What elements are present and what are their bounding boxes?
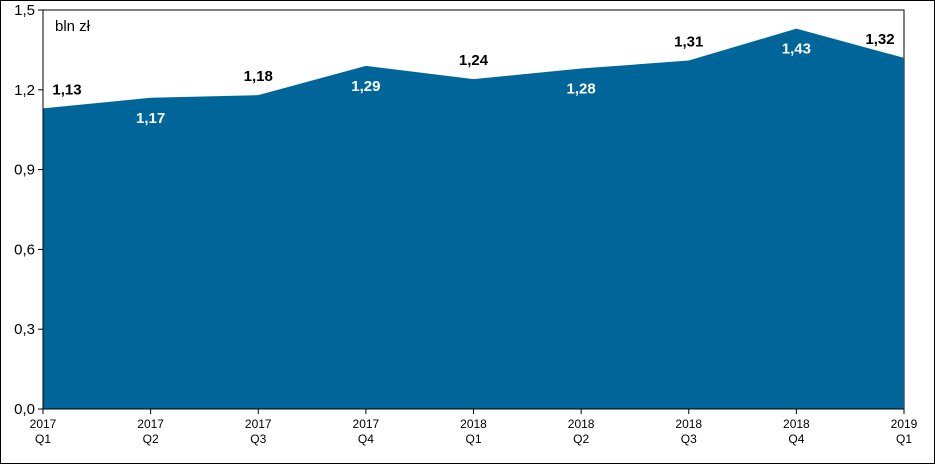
data-label: 1,43 (782, 41, 811, 58)
data-label: 1,13 (52, 81, 81, 98)
data-labels: 1,13 1,17 1,18 1,29 1,24 1,28 1,31 1,43 1,32 (52, 31, 894, 127)
area-series (43, 28, 904, 410)
x-tick-quarter-label: Q2 (573, 432, 589, 446)
data-label: 1,31 (674, 34, 703, 51)
x-tick-year-label: 2018 (568, 417, 595, 431)
y-tick-label: 1,2 (14, 82, 35, 99)
x-tick-quarter-label: Q1 (465, 432, 481, 446)
data-label: 1,29 (351, 78, 380, 95)
data-label: 1,17 (136, 110, 165, 127)
data-label: 1,28 (567, 81, 596, 98)
x-tick-year-label: 2018 (783, 417, 810, 431)
data-label: 1,18 (244, 68, 273, 85)
y-tick-label: 0,9 (14, 162, 35, 179)
x-tick-quarter-label: Q4 (788, 432, 804, 446)
x-tick-year-label: 2017 (353, 417, 380, 431)
unit-label: bln zł (55, 18, 91, 35)
x-tick-quarter-label: Q3 (250, 432, 266, 446)
x-tick-quarter-label: Q4 (358, 432, 374, 446)
x-tick-year-label: 2017 (30, 417, 57, 431)
x-tick-year-label: 2018 (675, 417, 702, 431)
y-tick-label: 0,6 (14, 241, 35, 258)
x-tick-year-label: 2018 (460, 417, 487, 431)
x-tick-quarter-label: Q3 (681, 432, 697, 446)
x-tick-quarter-label: Q1 (896, 432, 912, 446)
x-tick-quarter-label: Q2 (143, 432, 159, 446)
axes: 0,00,30,60,91,21,52017Q12017Q22017Q32017… (14, 2, 918, 446)
data-label: 1,32 (865, 31, 894, 48)
x-tick-year-label: 2017 (137, 417, 164, 431)
y-tick-label: 0,0 (14, 401, 35, 418)
data-label: 1,24 (459, 52, 489, 69)
x-tick-year-label: 2017 (245, 417, 272, 431)
x-tick-year-label: 2019 (891, 417, 918, 431)
y-tick-label: 1,5 (14, 2, 35, 19)
x-tick-quarter-label: Q1 (35, 432, 51, 446)
y-tick-label: 0,3 (14, 321, 35, 338)
